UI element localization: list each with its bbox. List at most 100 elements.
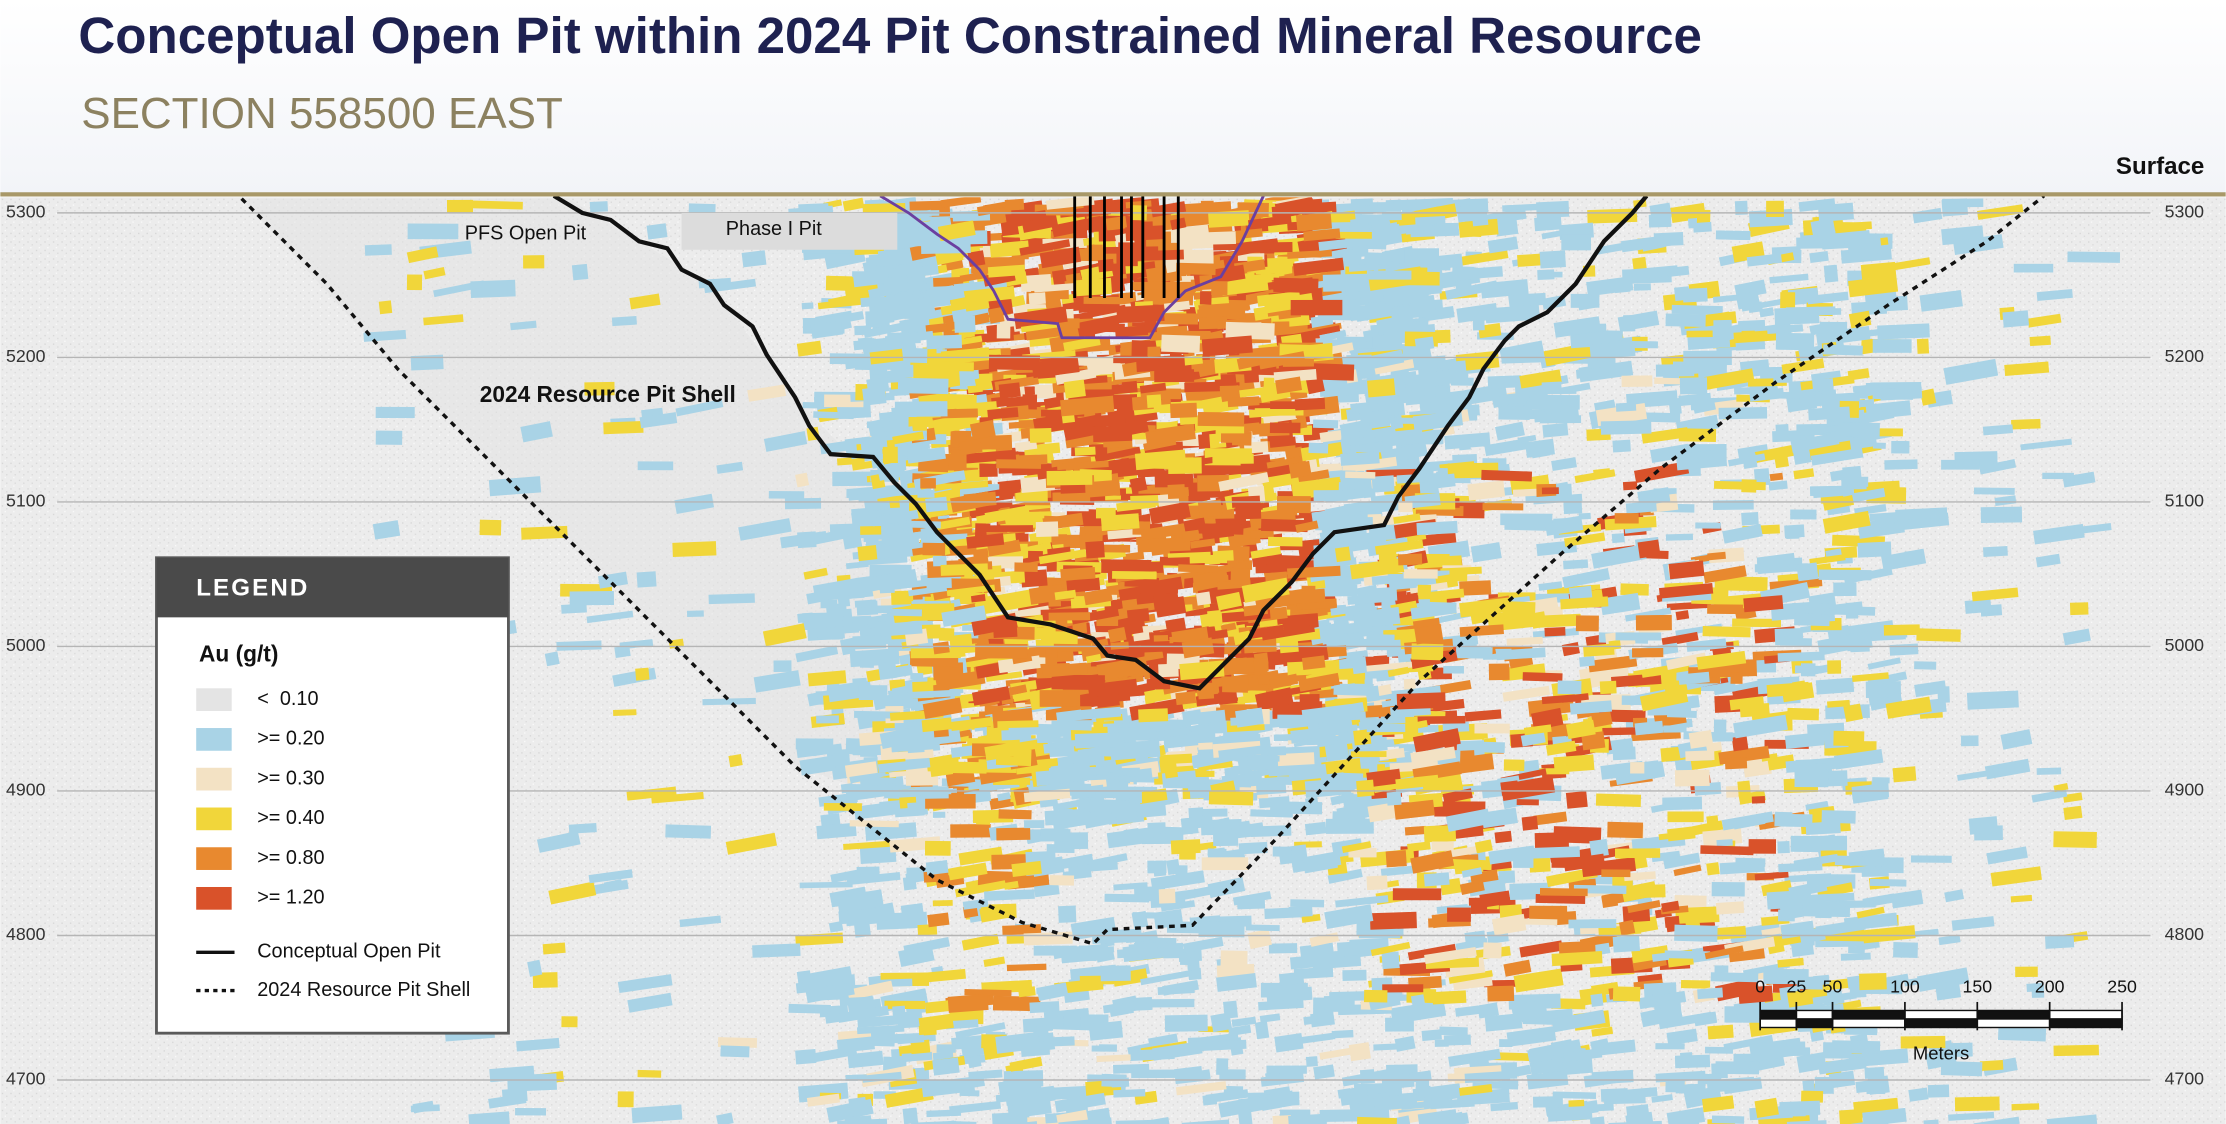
grade-block — [1695, 522, 1721, 529]
grade-block — [1685, 750, 1715, 762]
grade-block — [1552, 1091, 1597, 1100]
grade-block — [1753, 391, 1792, 399]
grade-block — [1833, 582, 1857, 597]
grade-block — [1550, 1039, 1574, 1056]
grade-block — [1097, 746, 1115, 757]
grade-block — [854, 599, 877, 608]
grade-block — [958, 846, 1004, 866]
grade-block — [1132, 281, 1180, 291]
grade-block — [1380, 865, 1417, 877]
grade-block — [1869, 878, 1907, 887]
grade-block — [1696, 209, 1711, 224]
grade-block — [1267, 556, 1288, 571]
grade-block — [1700, 845, 1754, 856]
grade-block — [1840, 952, 1871, 961]
grade-block — [856, 866, 880, 878]
scale-tick-label: 150 — [1962, 976, 1992, 996]
grade-block — [1833, 748, 1884, 770]
grade-block — [1733, 999, 1767, 1015]
grade-block — [1532, 1096, 1563, 1108]
legend-swatch — [196, 807, 232, 831]
grade-block — [1497, 775, 1520, 785]
grade-block — [1364, 252, 1383, 265]
grade-block — [1704, 1046, 1734, 1054]
grade-block — [636, 571, 657, 588]
legend-unit: Au (g/t) — [199, 641, 278, 667]
grade-block — [1966, 690, 2019, 710]
grade-block — [752, 943, 801, 958]
grade-block — [613, 709, 637, 716]
grade-block — [1247, 928, 1272, 950]
grade-block — [2029, 335, 2051, 347]
grade-block — [2002, 310, 2030, 328]
grade-block — [1675, 1083, 1706, 1094]
grade-block — [1495, 217, 1519, 237]
grade-block — [1417, 584, 1432, 596]
grade-block — [963, 491, 997, 508]
grade-block — [1742, 756, 1772, 778]
grade-block — [1100, 965, 1131, 982]
grade-block — [1356, 779, 1375, 797]
grade-block — [836, 1036, 875, 1053]
grade-block — [702, 697, 756, 706]
grade-block — [2011, 418, 2041, 430]
grade-block — [1220, 950, 1248, 967]
grade-block — [860, 526, 882, 535]
grade-block — [2053, 1044, 2099, 1057]
grade-block — [1161, 334, 1201, 353]
grade-block — [1665, 533, 1694, 541]
grade-block — [1165, 557, 1190, 566]
grade-block — [1385, 1017, 1414, 1032]
grade-block — [813, 411, 854, 420]
grade-block — [521, 525, 568, 540]
grade-block — [1498, 870, 1516, 884]
grade-block — [1614, 513, 1639, 524]
grade-block — [1096, 618, 1119, 627]
grade-block — [1663, 725, 1687, 733]
grade-block — [830, 869, 861, 884]
grade-block — [1500, 513, 1553, 526]
grade-block — [1138, 708, 1169, 723]
grade-block — [1506, 636, 1543, 646]
grade-block — [1701, 1095, 1735, 1113]
grade-block — [1910, 855, 1952, 863]
grade-block — [1667, 811, 1704, 823]
grade-block — [1749, 1037, 1803, 1062]
grade-block — [1293, 966, 1334, 980]
grade-block — [1305, 1056, 1318, 1067]
grade-block — [1267, 536, 1303, 547]
grade-block — [1170, 402, 1198, 419]
grade-block — [1621, 375, 1653, 388]
grade-block — [1916, 628, 1961, 642]
scale-tick-label: 200 — [2035, 976, 2065, 996]
grade-block — [1538, 581, 1563, 591]
grade-block — [1679, 1052, 1693, 1062]
grade-block — [1003, 880, 1019, 890]
grade-block — [1403, 678, 1416, 692]
grade-block — [996, 827, 1031, 841]
grade-block — [1812, 378, 1834, 392]
grade-block — [1335, 231, 1372, 239]
grade-block — [1612, 986, 1641, 1002]
grade-block — [1366, 875, 1388, 891]
grade-block — [1680, 979, 1711, 989]
grade-block — [1063, 379, 1086, 399]
grade-block — [1568, 1099, 1585, 1107]
grade-block — [1502, 203, 1545, 212]
grade-block — [996, 459, 1042, 469]
grade-block — [1842, 465, 1862, 483]
grade-block — [1612, 746, 1636, 761]
grade-block — [1410, 994, 1426, 1007]
elevation-label: 5100 — [6, 491, 46, 511]
grade-block — [1671, 304, 1723, 316]
grade-block — [1563, 559, 1589, 570]
grade-block — [1539, 415, 1582, 424]
grade-block — [1884, 459, 1918, 470]
grade-block — [1964, 598, 1992, 614]
grade-block — [932, 899, 953, 907]
grade-block — [1534, 832, 1569, 850]
grade-block — [857, 545, 878, 562]
grade-block — [1823, 264, 1839, 283]
scale-segment — [1976, 1018, 2051, 1029]
